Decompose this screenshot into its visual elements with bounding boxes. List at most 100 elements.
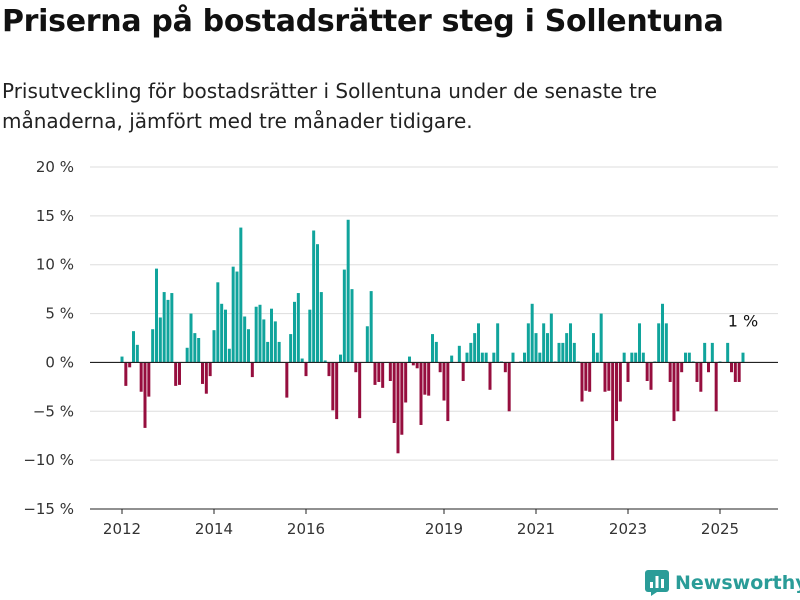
bar [124,362,128,386]
bar [381,362,385,388]
bar [277,341,281,363]
bar [450,355,454,363]
bar [342,269,346,363]
bar [262,319,266,363]
bar [645,362,649,381]
bar [354,362,358,373]
bar [373,362,377,385]
bar [178,362,181,385]
bar [427,362,431,396]
y-tick-label: 10 % [36,256,74,274]
bar [312,230,316,363]
chart-subtitle: Prisutveckling för bostadsrätter i Solle… [2,79,657,133]
bar [634,352,638,363]
bar [699,362,703,392]
bar [607,362,611,391]
x-tick-label: 2012 [103,520,141,538]
bar [128,362,132,368]
bar [147,362,151,397]
bar [664,323,668,363]
bar [668,362,672,382]
bar [220,303,224,363]
bar [465,352,469,363]
bar [285,362,289,398]
last-value-annotation: 1 % [728,312,758,331]
bar [350,289,354,363]
bar [737,362,741,382]
bar [201,362,204,384]
bar [120,356,124,363]
bar [235,271,239,363]
bar [534,333,538,363]
bar [446,362,450,422]
bar [595,352,599,363]
bar [316,244,319,363]
bar [565,333,569,363]
bar [400,362,404,435]
bar [511,352,515,363]
bar [431,334,434,363]
bar [266,341,270,363]
bar [411,362,415,366]
bar [270,308,273,363]
bar [132,331,135,363]
bar [216,282,220,363]
bar [293,301,296,363]
bar [484,352,488,363]
bar [170,293,174,363]
bar [741,352,745,363]
bars [120,219,745,461]
bar [603,362,607,392]
bar [151,329,155,363]
bar [408,356,411,363]
y-axis-labels: 20 % 15 % 10 % 5 % 0 % −5 % −10 % −15 % [23,158,74,518]
bar [599,313,603,363]
bar [365,326,369,363]
bar [404,362,408,403]
bar [335,362,339,420]
bar [227,348,231,363]
bar [143,362,147,428]
bar [369,291,373,363]
bar [327,362,331,377]
bar [197,338,201,363]
bar [174,362,178,386]
bar [423,362,427,395]
bar [358,362,362,419]
bar [166,299,170,363]
bar [492,352,496,363]
bar [526,323,530,363]
newsworthy-logo: Newsworthy [645,568,800,598]
bar [615,362,618,422]
bar [158,317,162,363]
bar [657,323,661,363]
y-tick-label: 0 % [45,353,74,371]
bar [239,227,243,363]
x-tick-label: 2019 [425,520,463,538]
bar [377,362,381,382]
bar [622,352,626,363]
bar [469,342,473,363]
bar [193,333,197,363]
bar [243,316,247,363]
bar [477,323,480,363]
bar [730,362,733,373]
bar [415,362,419,369]
bar [611,362,615,461]
bar [189,313,193,363]
bar [676,362,680,412]
bar [569,323,572,363]
bar [626,362,630,382]
bar [507,362,511,412]
bar [496,323,500,363]
bar [339,354,342,363]
bar [684,352,687,363]
bar [457,345,461,363]
bar [680,362,684,373]
bar [503,362,507,373]
bar [308,309,312,363]
bar [419,362,423,425]
bar [247,329,250,363]
bar [523,352,526,363]
